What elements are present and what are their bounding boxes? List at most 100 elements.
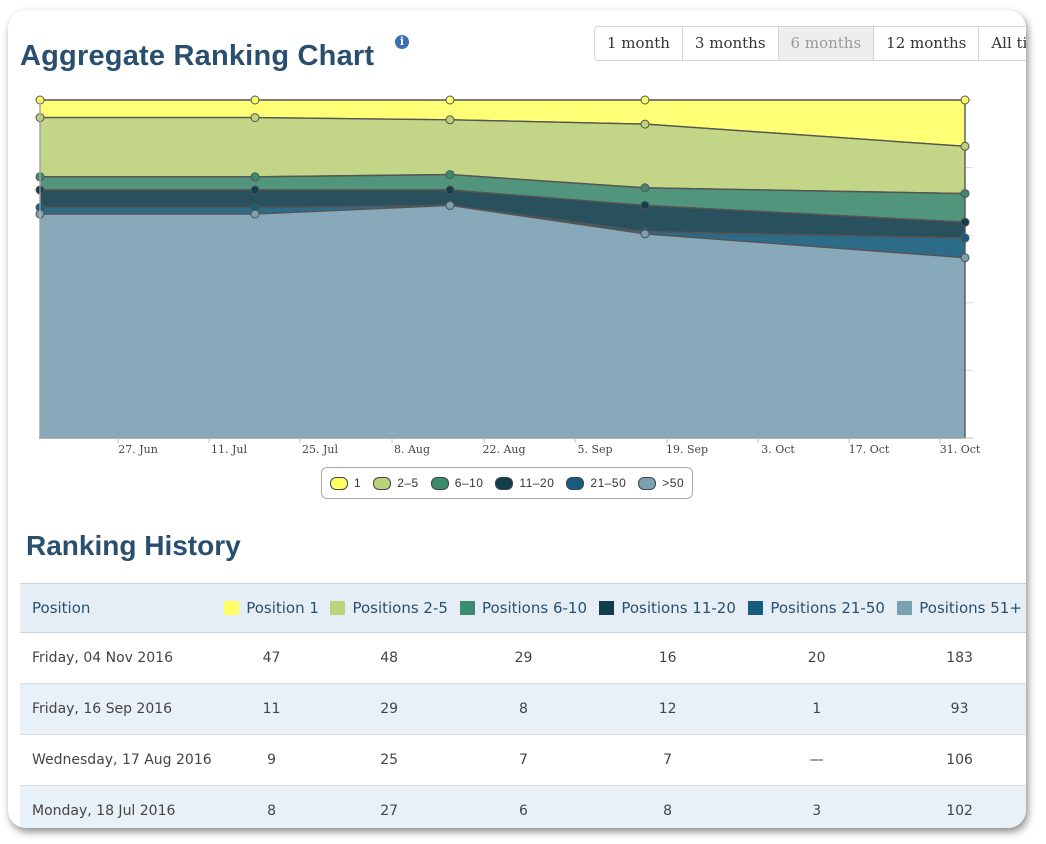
count-cell: 29 [453, 632, 594, 684]
count-cell: 93 [891, 683, 1026, 735]
column-swatch [459, 601, 475, 615]
legend-item[interactable]: 11–20 [495, 476, 554, 490]
table-row: Monday, 18 Jul 2016 8 27 6 8 3 102 [20, 785, 1026, 828]
legend-label: 21–50 [590, 476, 627, 490]
range-button-1-month[interactable]: 1 month [595, 27, 683, 60]
data-point [960, 189, 970, 199]
data-point [640, 229, 650, 239]
x-tick-label: 5. Sep [577, 443, 612, 456]
count-cell: 1 [742, 683, 892, 735]
count-cell: 25 [324, 734, 454, 786]
x-tick-label: 3. Oct [761, 443, 795, 456]
count-cell: — [742, 734, 892, 786]
legend-swatch [495, 476, 514, 490]
legend-item[interactable]: 6–10 [430, 476, 484, 490]
count-cell: 7 [453, 734, 594, 786]
x-tick-label: 31. Oct [940, 443, 981, 456]
table-header-row: Position Position 1 Positions 2-5 Positions… [20, 583, 1026, 633]
legend-label: 2–5 [397, 476, 419, 490]
data-point [640, 183, 650, 193]
column-header: Positions 51+ [891, 583, 1026, 633]
data-point [250, 95, 260, 105]
data-point [250, 113, 260, 123]
range-button-6-months[interactable]: 6 months [778, 27, 875, 60]
x-tick-label: 25. Jul [302, 443, 338, 456]
data-point [960, 217, 970, 227]
aggregate-ranking-chart: 27. Jun 11. Jul 25. Jul 8. Aug 22. Aug 5. Sep… [35, 95, 981, 456]
column-header: Positions 21-50 [742, 583, 892, 633]
ranking-card: Aggregate Ranking Chart i 1 month 3 mont… [8, 10, 1026, 828]
legend-swatch [330, 476, 348, 490]
data-point [960, 141, 970, 151]
column-header: Position 1 [218, 583, 325, 633]
legend-swatch [430, 476, 449, 490]
legend-item[interactable]: 2–5 [373, 476, 419, 490]
column-label: Positions 6-10 [481, 599, 587, 617]
x-tick-label: 27. Jun [118, 443, 158, 456]
x-tick-label: 17. Oct [849, 443, 890, 456]
data-point [250, 209, 260, 219]
ranking-history-title: Ranking History [26, 530, 241, 561]
column-header: Positions 11-20 [593, 583, 743, 633]
legend-item[interactable]: >50 [638, 476, 684, 490]
legend-item[interactable]: 1 [330, 476, 361, 490]
data-point [250, 185, 260, 195]
date-cell: Friday, 04 Nov 2016 [20, 632, 219, 684]
count-cell: 8 [218, 785, 325, 828]
x-tick-label: 8. Aug [394, 443, 430, 456]
column-label: Positions 11-20 [621, 599, 736, 617]
page-title: Aggregate Ranking Chart [20, 40, 375, 72]
data-point [640, 200, 650, 210]
x-tick-label: 22. Aug [482, 443, 525, 456]
data-point [445, 115, 455, 125]
count-cell: 27 [324, 785, 454, 828]
column-header: Positions 6-10 [453, 583, 594, 633]
data-point [445, 95, 455, 105]
range-button-3-months[interactable]: 3 months [683, 27, 779, 60]
column-swatch [748, 601, 764, 615]
data-point [960, 253, 970, 263]
legend-label: >50 [662, 476, 685, 490]
legend-swatch [638, 476, 657, 490]
date-cell: Friday, 16 Sep 2016 [20, 683, 219, 735]
table-row: Friday, 04 Nov 2016 47 48 29 16 20 183 [20, 632, 1026, 684]
count-cell: 9 [218, 734, 325, 786]
count-cell: 7 [593, 734, 743, 786]
legend-item[interactable]: 21–50 [566, 476, 626, 490]
x-tick-label: 11. Jul [211, 443, 247, 456]
data-point [445, 170, 455, 180]
column-label: Position 1 [246, 599, 319, 617]
range-button-all-time[interactable]: All time [991, 34, 1026, 52]
date-cell: Wednesday, 17 Aug 2016 [20, 734, 219, 786]
count-cell: 106 [891, 734, 1026, 786]
legend-swatch [566, 476, 585, 490]
table-row: Friday, 16 Sep 2016 11 29 8 12 1 93 [20, 683, 1026, 735]
legend-label: 11–20 [519, 476, 555, 490]
info-icon[interactable]: i [395, 35, 409, 49]
column-swatch [330, 601, 346, 615]
count-cell: 3 [742, 785, 892, 828]
column-swatch [897, 601, 913, 615]
column-header-position: Position [20, 583, 219, 633]
column-header: Positions 2-5 [324, 583, 454, 633]
count-cell: 16 [593, 632, 743, 684]
count-cell: 8 [453, 683, 594, 735]
count-cell: 11 [218, 683, 325, 735]
chart-legend: 1 2–5 6–10 11–20 21–50 >50 [321, 467, 694, 499]
data-point [640, 119, 650, 129]
range-button-12-months[interactable]: 12 months [874, 27, 980, 60]
data-point [445, 185, 455, 195]
count-cell: 29 [324, 683, 454, 735]
time-range-selector: 1 month 3 months 6 months 12 months All … [594, 26, 1026, 61]
legend-label: 1 [354, 476, 362, 490]
legend-label: 6–10 [454, 476, 484, 490]
column-label: Positions 21-50 [770, 599, 885, 617]
data-point [960, 233, 970, 243]
count-cell: 6 [453, 785, 594, 828]
data-point [250, 172, 260, 182]
count-cell: 102 [891, 785, 1026, 828]
data-point [445, 200, 455, 210]
count-cell: 20 [742, 632, 892, 684]
date-cell: Monday, 18 Jul 2016 [20, 785, 219, 828]
data-point [640, 95, 650, 105]
